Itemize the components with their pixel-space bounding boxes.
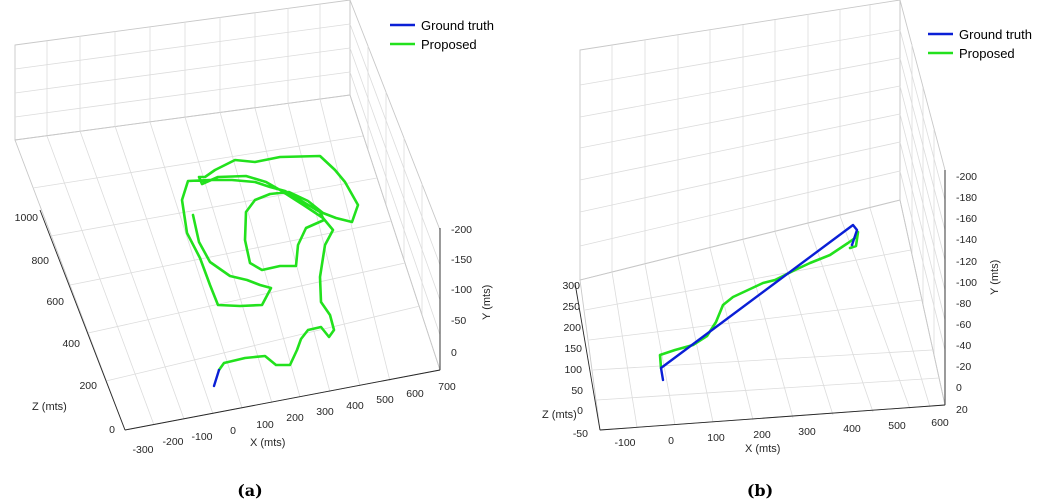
chart-a-grid — [14, 0, 441, 431]
chart-b-caption: (b) — [747, 481, 773, 500]
chart-a-x-tick: 100 — [256, 419, 274, 431]
series-line-ground-truth — [659, 223, 859, 382]
chart-a-legend-label-proposed: Proposed — [421, 37, 477, 52]
chart-b-x-tick: 0 — [668, 435, 674, 447]
chart-b-x-tick: 100 — [707, 432, 725, 444]
chart-b-z-tick: 0 — [577, 405, 583, 417]
chart-b-y-tick: -40 — [956, 340, 971, 352]
chart-b-y-tick: -80 — [956, 298, 971, 310]
chart-a-x-tick: -200 — [162, 436, 183, 448]
chart-b-z-tick: 100 — [564, 364, 582, 376]
chart-b-x-tick: 600 — [931, 417, 949, 429]
chart-a-y-ticks: -200 -150 -100 -50 0 — [451, 224, 472, 359]
chart-a-y-label: Y (mts) — [481, 285, 493, 320]
chart-a-z-tick: 1000 — [15, 212, 39, 224]
chart-b: -50 0 50 100 150 200 250 300 Z (mts) -10… — [542, 0, 1032, 500]
chart-b-y-tick: 20 — [956, 404, 968, 416]
chart-b-y-ticks: -200 -180 -160 -140 -120 -100 -80 -60 -4… — [956, 171, 977, 416]
chart-a-z-ticks: 0 200 400 600 800 1000 — [15, 212, 116, 436]
series-line-ground-truth — [212, 368, 221, 388]
chart-b-y-tick: -120 — [956, 256, 977, 268]
chart-a-x-tick: 200 — [286, 412, 304, 424]
chart-b-series — [658, 223, 860, 382]
chart-b-z-ticks: -50 0 50 100 150 200 250 300 — [562, 280, 588, 440]
chart-a-z-tick: 0 — [109, 424, 115, 436]
chart-a-x-tick: -300 — [132, 444, 153, 456]
chart-a-x-tick: 0 — [230, 425, 236, 437]
chart-a-y-tick: -50 — [451, 315, 466, 327]
chart-b-x-ticks: -100 0 100 200 300 400 500 600 — [614, 417, 948, 449]
chart-a-caption: (a) — [237, 481, 263, 500]
chart-b-x-tick: 400 — [843, 423, 861, 435]
chart-b-x-tick: -100 — [614, 437, 635, 449]
chart-b-y-tick: -200 — [956, 171, 977, 183]
chart-b-y-tick: -180 — [956, 192, 977, 204]
chart-a-z-axis — [39, 209, 126, 431]
chart-a-z-tick: 400 — [62, 338, 80, 350]
series-line-proposed — [180, 154, 360, 372]
chart-b-y-tick: 0 — [956, 382, 962, 394]
chart-b-x-tick: 500 — [888, 420, 906, 432]
chart-b-x-tick: 300 — [798, 426, 816, 438]
chart-a-x-label: X (mts) — [250, 437, 285, 449]
chart-a-legend-label-ground-truth: Ground truth — [421, 18, 494, 33]
chart-b-x-axis — [599, 404, 946, 431]
chart-b-y-tick: -160 — [956, 213, 977, 225]
chart-b-y-label: Y (mts) — [989, 260, 1001, 295]
chart-b-y-tick: -20 — [956, 361, 971, 373]
chart-a-series — [180, 154, 360, 388]
chart-b-legend-label-proposed: Proposed — [959, 46, 1015, 61]
chart-a-y-tick: -150 — [451, 254, 472, 266]
chart-b-y-tick: -100 — [956, 277, 977, 289]
chart-b-z-label: Z (mts) — [542, 409, 577, 421]
chart-b-y-tick: -140 — [956, 234, 977, 246]
chart-a-x-tick: -100 — [191, 431, 212, 443]
chart-a-z-tick: 200 — [79, 380, 97, 392]
chart-b-x-tick: 200 — [753, 429, 771, 441]
chart-a-x-tick: 500 — [376, 394, 394, 406]
chart-a-x-tick: 400 — [346, 400, 364, 412]
chart-a-x-tick: 300 — [316, 406, 334, 418]
chart-b-y-tick: -60 — [956, 319, 971, 331]
chart-b-z-tick: 50 — [571, 385, 583, 397]
chart-a-x-tick: 600 — [406, 388, 424, 400]
chart-a-y-tick: -200 — [451, 224, 472, 236]
chart-b-z-axis — [574, 282, 601, 431]
chart-b-z-tick: 300 — [562, 280, 580, 292]
chart-a-z-tick: 600 — [46, 296, 64, 308]
chart-b-z-tick: -50 — [573, 428, 588, 440]
chart-a-x-ticks: -300 -200 -100 0 100 200 300 400 500 600… — [132, 381, 455, 456]
chart-b-z-tick: 150 — [564, 343, 582, 355]
chart-a-y-tick: 0 — [451, 347, 457, 359]
chart-a-z-label: Z (mts) — [32, 401, 67, 413]
chart-b-z-tick: 200 — [563, 322, 581, 334]
chart-a: 0 200 400 600 800 1000 Z (mts) -300 -200… — [14, 0, 494, 500]
chart-b-grid — [579, 0, 946, 431]
chart-b-z-tick: 250 — [562, 301, 580, 313]
chart-a-x-tick: 700 — [438, 381, 456, 393]
chart-a-z-tick: 800 — [31, 255, 49, 267]
chart-a-x-axis — [124, 369, 441, 431]
chart-b-x-label: X (mts) — [745, 443, 780, 455]
chart-b-legend: Ground truth Proposed — [928, 27, 1032, 61]
chart-a-legend: Ground truth Proposed — [390, 18, 494, 52]
chart-b-legend-label-ground-truth: Ground truth — [959, 27, 1032, 42]
chart-a-y-tick: -100 — [451, 284, 472, 296]
